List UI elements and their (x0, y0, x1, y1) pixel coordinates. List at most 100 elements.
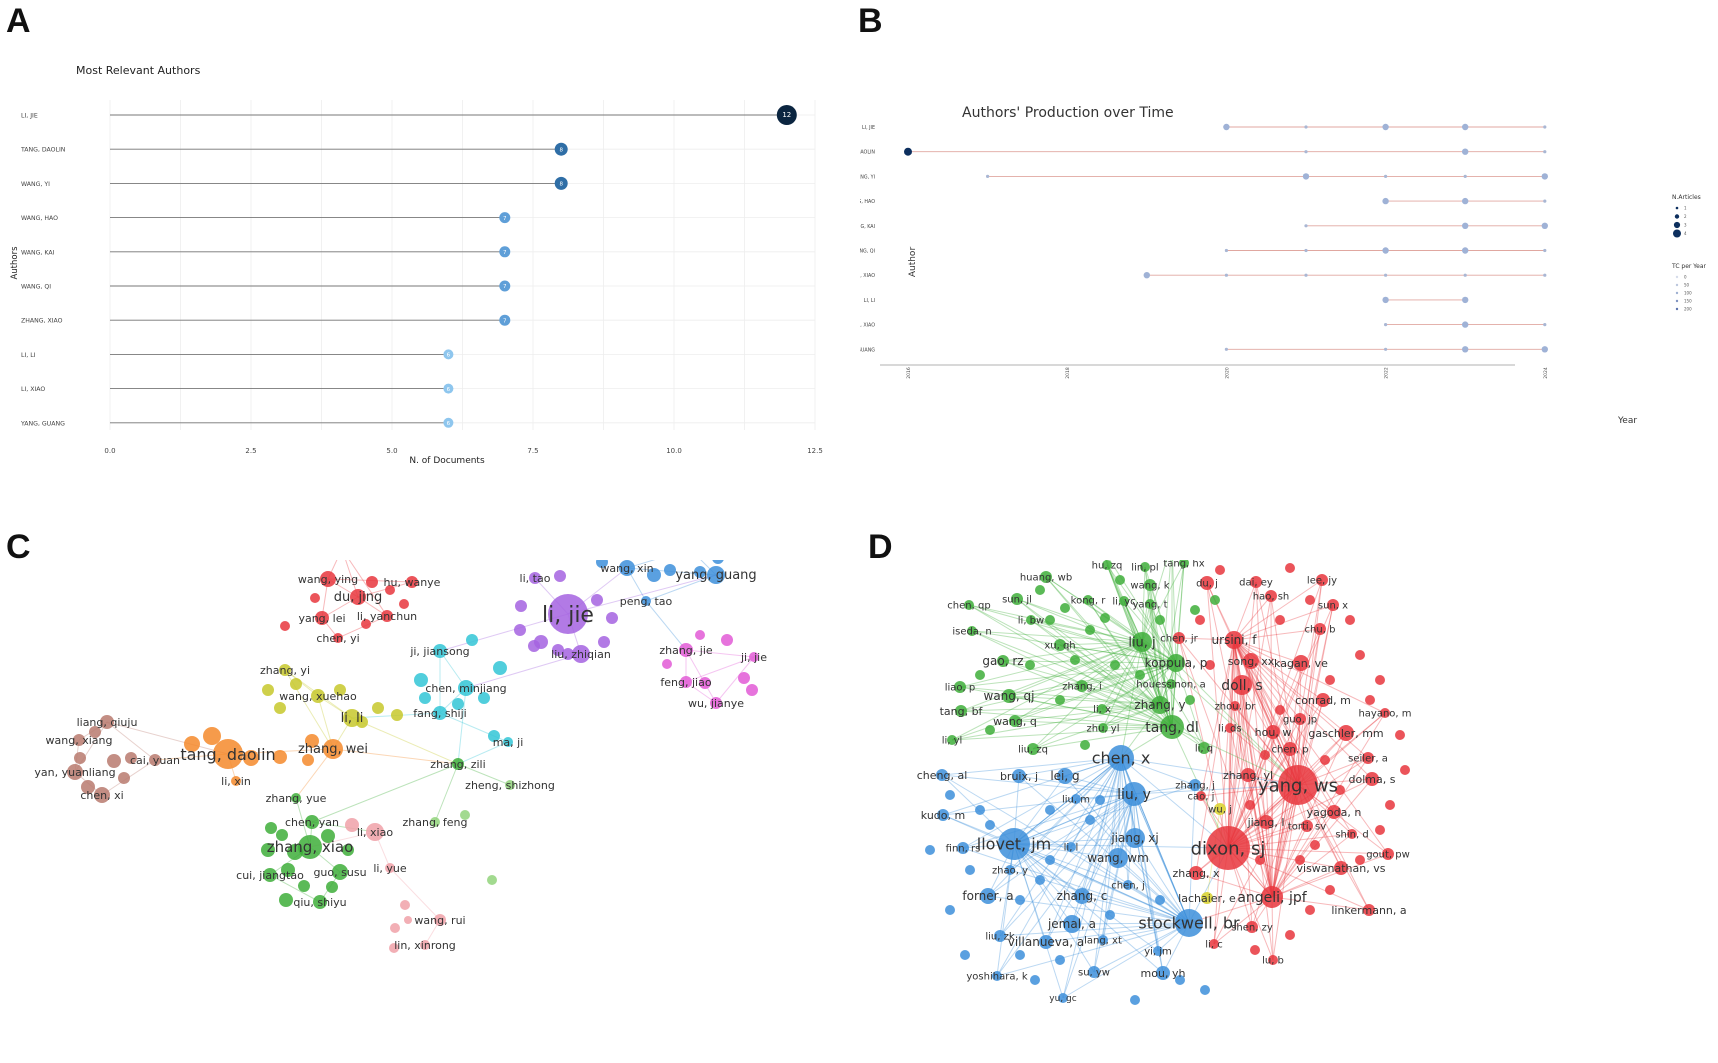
node-label: hou, w (1255, 726, 1292, 739)
network-node (291, 793, 301, 803)
legend-articles-dot (1673, 221, 1681, 229)
panel-label-b: B (858, 2, 883, 40)
network-node (1002, 689, 1016, 703)
timeline-point (1543, 273, 1547, 277)
network-node (598, 636, 610, 648)
node-label: ji, jiansong (409, 645, 469, 658)
node-label: tang, daolin (180, 745, 275, 764)
legend-tc-title: TC per Year (1671, 263, 1707, 270)
timeline-point (1302, 173, 1310, 180)
network-node (1283, 742, 1297, 756)
network-node (305, 734, 319, 748)
network-edge (960, 710, 1173, 728)
network-node (1027, 743, 1039, 755)
network-node (1105, 910, 1115, 920)
network-edge (1233, 639, 1291, 750)
node-label: mou, yh (1141, 967, 1186, 980)
network-edge (1271, 732, 1347, 898)
legend-tc-dot (1675, 307, 1679, 311)
network-edge (1032, 641, 1143, 750)
network-edge (968, 604, 1173, 728)
network-edge (1013, 757, 1122, 845)
network-node (641, 596, 651, 606)
network-edge (1014, 720, 1173, 728)
chart-a-xlabel: N. of Documents (409, 456, 485, 466)
network-edge (1229, 727, 1273, 898)
network-node (433, 644, 447, 658)
network-node (992, 971, 1002, 981)
network-edge (1045, 576, 1177, 664)
network-node (975, 805, 985, 815)
network-edge (626, 560, 656, 569)
author-label: WANG, QI (21, 284, 51, 291)
network-node (1166, 679, 1176, 689)
author-label: ZHANG, XIAO (860, 273, 875, 279)
node-label: ma, ji (493, 736, 524, 749)
lollipop-dot (499, 314, 511, 326)
network-node (1125, 828, 1145, 848)
lollipop-value: 6 (447, 387, 451, 393)
network-edge (1271, 712, 1386, 898)
network-node (936, 769, 948, 781)
network-node (1030, 975, 1040, 985)
network-node (1135, 670, 1145, 680)
network-edge (295, 748, 334, 799)
network-edge (1297, 784, 1370, 911)
network-node (361, 619, 371, 629)
legend-tc-label: 150 (1684, 299, 1692, 304)
chart-a-rows: LI, JIE 12 TANG, DAOLIN 8 WANG, YI 8 WANG, HAO… (20, 105, 797, 428)
network-node (1362, 752, 1374, 764)
network-node (1160, 715, 1184, 739)
lollipop-value: 8 (559, 147, 563, 153)
network-node (515, 600, 527, 612)
network-node (430, 817, 440, 827)
node-label: zhang, jie (659, 644, 713, 657)
chart-authors-production: Authors' Production over Time LI, JIE TAN… (860, 105, 1707, 426)
network-node (1074, 888, 1090, 904)
network-d-nodes (925, 560, 1410, 1005)
network-node (1275, 615, 1285, 625)
network-node (738, 672, 750, 684)
network-edge (1009, 757, 1122, 871)
network-node (399, 599, 409, 609)
network-node (679, 643, 693, 657)
x-tick-label: 2.5 (245, 447, 256, 455)
network-edge (1141, 562, 1185, 643)
network-node (1334, 861, 1348, 875)
network-node (385, 585, 395, 595)
network-edge (1255, 581, 1273, 898)
network-edge (439, 613, 569, 652)
network-edge (1141, 641, 1173, 728)
network-edge (269, 874, 321, 903)
network-edge (1213, 639, 1235, 945)
node-label: gout, pw (1366, 850, 1410, 861)
network-node (1045, 615, 1055, 625)
network-node (389, 943, 399, 953)
network-node (372, 702, 384, 714)
network-node (1015, 895, 1025, 905)
chart-b-plot (904, 123, 1548, 353)
network-edge (1062, 922, 1190, 999)
node-label: li, q (1195, 744, 1213, 755)
network-edge (1233, 628, 1321, 641)
timeline-point (1543, 125, 1547, 129)
lollipop-dot (776, 105, 797, 125)
network-node (1259, 815, 1273, 829)
network-edge (1213, 896, 1273, 945)
network-edge (1159, 562, 1185, 706)
network-node (391, 709, 403, 721)
network-edge (357, 581, 413, 598)
network-node (945, 905, 955, 915)
timeline-point (1541, 222, 1548, 229)
network-edge (1081, 757, 1122, 897)
network-edge (1018, 757, 1122, 777)
network-edge (1227, 847, 1389, 855)
timeline-point (1384, 323, 1388, 327)
network-node (1108, 848, 1128, 868)
timeline-point (1462, 296, 1469, 304)
network-edge (1200, 639, 1235, 797)
node-label: zhang, yl (1223, 769, 1273, 782)
network-node (1195, 615, 1205, 625)
network-edge (996, 922, 1190, 977)
network-node (1071, 794, 1081, 804)
